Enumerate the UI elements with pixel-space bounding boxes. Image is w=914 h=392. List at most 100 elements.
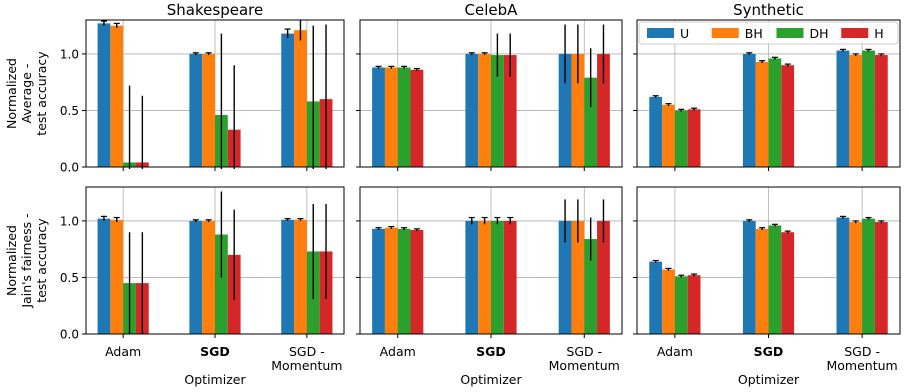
bar-H-3 — [597, 220, 610, 334]
bar-U-3 — [281, 219, 295, 334]
bar-U-3 — [558, 53, 572, 167]
bar-DH-1 — [674, 276, 688, 334]
legend-swatch-H — [841, 28, 869, 38]
bar-DH-3 — [584, 239, 598, 334]
subplot-6 — [633, 186, 901, 338]
bar-U-1 — [97, 218, 111, 334]
bar-DH-1 — [397, 67, 411, 167]
bar-H-3 — [874, 222, 888, 334]
x-tick-label: SGD — [476, 344, 506, 359]
bar-DH-1 — [674, 110, 688, 167]
y-axis-label-line: test accuracy — [34, 51, 49, 136]
bar-U-2 — [742, 53, 756, 167]
x-tick-label: Momentum — [549, 358, 620, 373]
bar-BH-2 — [202, 220, 215, 334]
bar-H-1 — [410, 229, 424, 334]
bar-U-2 — [465, 220, 479, 334]
x-axis-label: Optimizer — [184, 372, 246, 387]
y-axis-label-line: Normalized — [4, 225, 19, 296]
bar-BH-3 — [571, 53, 585, 167]
legend-swatch-U — [647, 28, 674, 38]
bar-U-1 — [372, 67, 385, 167]
subplot-2 — [356, 19, 623, 171]
bar-U-3 — [281, 33, 295, 167]
y-axis-label-line: Average - — [19, 64, 34, 124]
bar-H-3 — [874, 55, 888, 167]
bar-BH-3 — [571, 220, 585, 334]
bar-U-1 — [649, 261, 663, 334]
bar-U-2 — [189, 53, 203, 167]
bar-U-3 — [558, 220, 572, 334]
bar-H-1 — [410, 69, 424, 167]
subplot-title: Shakespeare — [167, 1, 263, 19]
y-tick-label: 1.0 — [60, 214, 79, 228]
bar-BH-2 — [478, 220, 491, 334]
bar-BH-2 — [478, 53, 491, 167]
subplot-5 — [356, 186, 623, 338]
bar-H-3 — [597, 53, 610, 167]
y-tick-label: 0.0 — [60, 161, 79, 175]
bar-BH-2 — [755, 228, 769, 334]
x-tick-label: SGD - — [566, 344, 602, 359]
bar-U-1 — [372, 228, 385, 334]
x-tick-label: Momentum — [271, 358, 342, 373]
bar-H-2 — [503, 55, 517, 167]
x-tick-label: SGD — [754, 344, 784, 359]
bar-DH-2 — [215, 234, 228, 334]
bar-H-2 — [781, 65, 795, 167]
bar-DH-2 — [491, 55, 504, 167]
bar-BH-2 — [202, 53, 215, 167]
legend-label-BH: BH — [745, 26, 763, 41]
legend-swatch-DH — [776, 28, 804, 38]
bar-DH-2 — [491, 220, 504, 334]
bar-H-2 — [503, 220, 517, 334]
bar-U-3 — [836, 217, 850, 334]
y-axis-label-line: Normalized — [4, 58, 19, 129]
bar-U-1 — [649, 96, 663, 167]
y-tick-label: 0.0 — [60, 328, 79, 342]
bar-DH-3 — [584, 77, 598, 167]
bar-H-1 — [687, 275, 701, 334]
subplot-3 — [633, 19, 901, 171]
legend-label-U: U — [680, 26, 689, 41]
bar-U-2 — [465, 53, 479, 167]
y-tick-label: 0.5 — [60, 271, 79, 285]
bar-DH-3 — [862, 50, 875, 167]
x-tick-label: SGD — [200, 344, 230, 359]
legend-label-H: H — [874, 26, 883, 41]
bar-U-2 — [189, 220, 203, 334]
x-tick-label: Adam — [105, 344, 141, 359]
x-tick-label: SGD - — [844, 344, 880, 359]
y-tick-label: 1.0 — [60, 47, 79, 61]
legend-box — [638, 21, 899, 45]
subplot-4 — [82, 186, 345, 338]
bar-BH-3 — [849, 55, 863, 167]
x-tick-label: Adam — [380, 344, 416, 359]
x-tick-label: SGD - — [289, 344, 325, 359]
bar-H-1 — [687, 109, 701, 167]
subplot-title: CelebA — [465, 1, 519, 19]
bar-BH-2 — [755, 61, 769, 167]
bar-BH-1 — [110, 25, 124, 168]
bar-DH-2 — [768, 225, 782, 334]
y-tick-label: 0.5 — [60, 104, 79, 118]
legend-label-DH: DH — [810, 26, 829, 41]
x-tick-label: Momentum — [827, 358, 898, 373]
x-tick-label: Adam — [657, 344, 693, 359]
bar-DH-3 — [862, 218, 875, 334]
legend-swatch-BH — [711, 28, 739, 38]
bar-BH-1 — [384, 227, 398, 334]
bar-DH-2 — [768, 58, 782, 168]
bar-H-2 — [781, 232, 795, 334]
bar-BH-1 — [110, 219, 124, 334]
bar-U-1 — [97, 23, 111, 168]
y-axis-label-line: test accuracy — [34, 218, 49, 303]
subplot-title: Synthetic — [733, 1, 804, 19]
subplot-1 — [82, 19, 345, 171]
x-axis-label: Optimizer — [738, 372, 800, 387]
bar-BH-1 — [384, 67, 398, 167]
bar-BH-3 — [294, 219, 307, 334]
bar-U-3 — [836, 50, 850, 167]
y-axis-label-line: Jain's fairness - — [19, 213, 34, 308]
